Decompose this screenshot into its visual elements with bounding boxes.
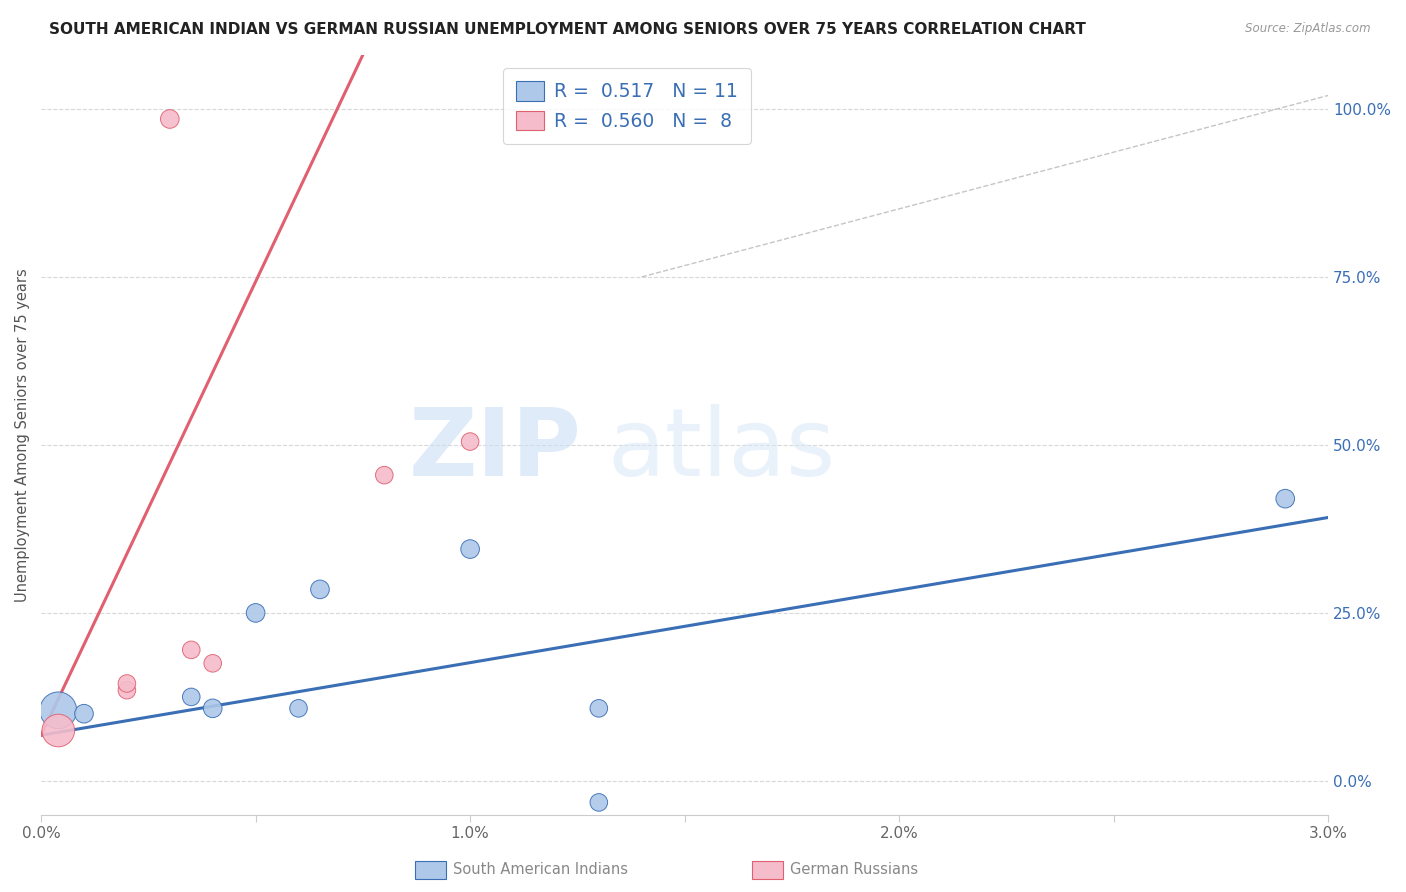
Point (46, 723, 69, 738)
Point (73, 706, 96, 721)
Point (1274, 491, 1296, 506)
Point (287, 701, 309, 715)
Point (159, 112, 181, 126)
Point (115, 676, 138, 690)
Point (46, 703, 69, 717)
Point (245, 606, 267, 620)
Point (588, 796, 610, 810)
Point (201, 701, 224, 715)
Point (115, 683, 138, 698)
Point (180, 690, 202, 704)
Text: German Russians: German Russians (790, 863, 918, 877)
Point (201, 657, 224, 671)
Legend: R =  0.517   N = 11, R =  0.560   N =  8: R = 0.517 N = 11, R = 0.560 N = 8 (503, 69, 751, 144)
Point (458, 542, 481, 557)
Point (588, 701, 610, 715)
Y-axis label: Unemployment Among Seniors over 75 years: Unemployment Among Seniors over 75 years (15, 268, 30, 602)
Text: South American Indians: South American Indians (453, 863, 627, 877)
Point (180, 643, 202, 657)
Point (373, 468, 395, 483)
Point (458, 434, 481, 449)
Text: SOUTH AMERICAN INDIAN VS GERMAN RUSSIAN UNEMPLOYMENT AMONG SENIORS OVER 75 YEARS: SOUTH AMERICAN INDIAN VS GERMAN RUSSIAN … (49, 22, 1085, 37)
Text: Source: ZipAtlas.com: Source: ZipAtlas.com (1246, 22, 1371, 36)
Text: ZIP: ZIP (409, 404, 582, 496)
Point (309, 582, 332, 597)
Text: atlas: atlas (607, 404, 835, 496)
